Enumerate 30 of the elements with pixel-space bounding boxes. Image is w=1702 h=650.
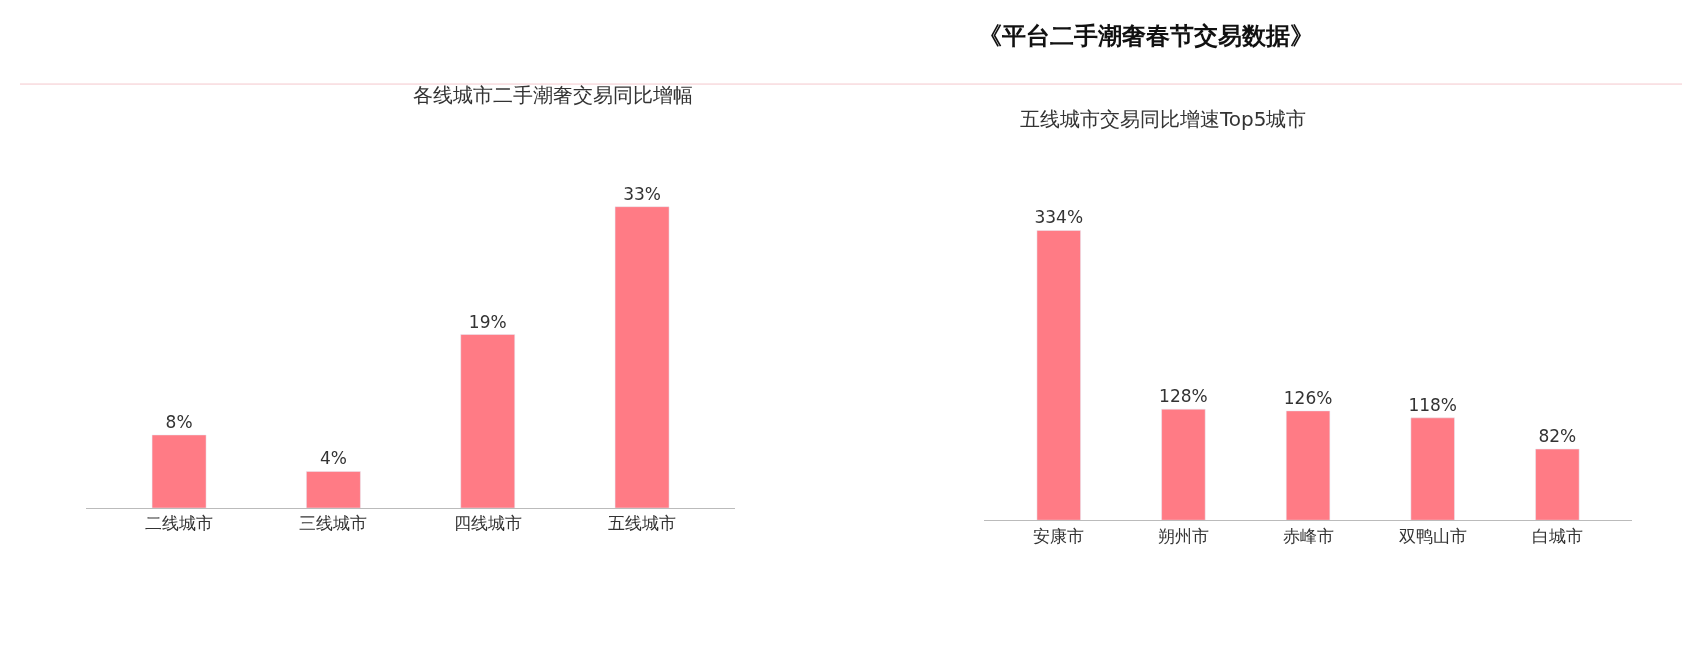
- x-tick-label: 四线城市: [453, 513, 522, 534]
- x-tick-label: 白城市: [1531, 525, 1583, 546]
- chart-title: 各线城市二手潮奢交易同比增幅: [413, 83, 693, 107]
- x-tick-label: 安康市: [1033, 525, 1085, 546]
- x-tick-label: 赤峰市: [1282, 525, 1334, 546]
- x-tick-label: 五线城市: [608, 513, 677, 534]
- bar: [1036, 230, 1081, 521]
- data-label: 128%: [1159, 386, 1208, 407]
- data-label: 126%: [1283, 387, 1333, 408]
- bar: [306, 471, 361, 508]
- bar: [1535, 448, 1580, 521]
- bar: [1161, 408, 1206, 521]
- text: 《平台二手潮奢春节交易数据》: [978, 22, 1314, 50]
- data-label: 118%: [1408, 394, 1457, 415]
- bar: [614, 206, 670, 508]
- x-tick-label: 二线城市: [145, 513, 214, 534]
- data-label: 33%: [623, 183, 661, 204]
- data-label: 334%: [1034, 207, 1084, 228]
- x-tick-label: 朔州市: [1157, 525, 1209, 546]
- x-tick-label: 三线城市: [299, 513, 368, 534]
- bar: [460, 334, 515, 508]
- bar: [1410, 417, 1455, 521]
- chart-title: 五线城市交易同比增速Top5城市: [1020, 107, 1307, 131]
- bar: [151, 434, 207, 508]
- data-label: 8%: [165, 411, 193, 432]
- data-label: 4%: [319, 448, 347, 469]
- bar: [1285, 410, 1331, 521]
- x-tick-label: 双鸭山市: [1398, 525, 1467, 546]
- data-label: 19%: [468, 311, 507, 332]
- data-label: 82%: [1538, 426, 1577, 447]
